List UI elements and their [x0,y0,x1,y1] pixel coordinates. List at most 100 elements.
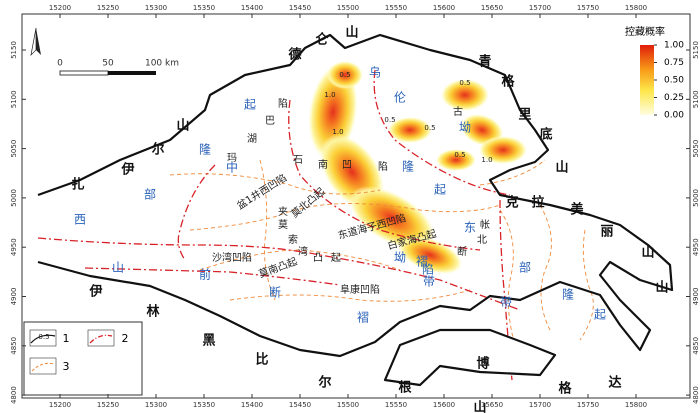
x-tick-label: 15600 [433,4,455,12]
place-label: 南 [318,158,328,171]
structure-label: 东 [464,221,476,235]
x-tick-label: 15550 [385,401,407,409]
x-tick-label: 15450 [289,4,311,12]
scale-segment [108,71,156,75]
y-tick-label: 5050 [692,140,700,158]
outer-label: 山 [176,118,189,134]
structure-label: 坳 [459,121,471,135]
y-tick-label: 5150 [10,41,18,59]
contour-label: 0.5 [459,79,470,87]
heat-blob [348,186,436,250]
place-label: 夹 [278,205,288,218]
scale-label: 0 [57,59,63,69]
outer-label: 山 [345,25,358,41]
structure-label: 起 [594,308,606,322]
probability-surface [308,61,527,275]
contour-label: 0.5 [454,151,465,159]
legend-swatch [29,329,57,347]
colorbar-tick-label: 0.50 [664,76,684,86]
x-tick-label: 15600 [433,401,455,409]
outer-label: 根 [398,380,412,396]
basin-boundary [37,33,674,358]
structure-label: 隆 [402,159,414,174]
colorbar-tick-label: 0.00 [664,111,684,121]
legend-symbol-label: 0.5 [38,333,49,341]
outer-label: 美 [570,202,584,218]
structure-label: 带 [500,296,512,310]
x-tick-label: 15650 [481,4,503,12]
heat-blob [441,79,489,111]
x-tick-label: 15350 [193,401,215,409]
orange-boundary [189,203,501,231]
place-label: 索 [288,233,298,246]
scale-label: 50 [102,59,114,69]
legend-swatch [87,329,115,347]
structure-lines [169,159,594,346]
outer-label: 博 [476,356,489,372]
outer-label: 达 [608,375,621,391]
north-arrow-half [36,28,41,55]
x-tick-label: 15450 [289,401,311,409]
structure-label: 起 [244,98,256,112]
orange-boundary [259,159,276,301]
outer-label: 拉 [531,195,544,211]
place-label: 沙湾凹陷 [212,251,252,264]
scale-label: 100 km [145,59,179,69]
outer-label: 青 [478,54,491,70]
red-boundary [37,237,521,311]
y-tick-label: 5100 [10,90,18,108]
x-tick-label: 15550 [385,4,407,12]
x-tick-label: 15700 [529,4,551,12]
y-tick-label: 4900 [692,288,700,306]
legend-symbol [89,334,113,344]
orange-boundary [169,173,381,195]
heat-blob [436,149,476,171]
legend-swatch [29,357,57,375]
outer-label: 扎 [71,177,84,193]
fault-lines [37,69,521,381]
legend-label: 3 [63,360,70,373]
outer-label: 山 [641,245,654,261]
outer-label: 山 [555,160,568,176]
structure-label: 褶 [357,310,369,325]
outer-label: 比 [255,352,268,368]
place-label: 凸 [313,252,323,264]
contour-label: 1.0 [332,128,343,136]
structure-label: 部 [144,187,156,202]
place-label: 北 [477,234,487,246]
structure-label: 隆 [199,142,211,157]
legend: 0.5 1 2 3 [23,321,143,396]
x-tick-label: 15400 [241,401,263,409]
x-tick-label: 15750 [577,401,599,409]
structure-label: 山 [112,261,124,275]
x-tick-label: 15350 [193,4,215,12]
structure-label: 陷 [422,262,434,277]
outer-label: 里 [518,108,531,123]
structure-label: 起 [434,183,446,197]
red-boundary [84,267,341,286]
y-tick-label: 5150 [692,41,700,59]
place-label: 莫 [278,219,288,231]
x-tick-label: 15800 [625,401,647,409]
scale-segment [59,70,109,76]
legend-symbol [31,362,55,372]
place-label: 陷 [378,160,388,173]
place-label: 石 [293,155,303,166]
place-label: 凹 [342,160,352,171]
x-tick-label: 15250 [97,4,119,12]
x-tick-label: 15800 [625,4,647,12]
legend-symbol [30,334,56,344]
outer-label: 林 [146,304,159,320]
outer-label: 伊 [88,284,102,300]
y-tick-label: 4850 [10,337,18,355]
place-label: 巴 [265,115,275,127]
y-tick-label: 4800 [692,386,700,404]
place-label: 湾 [298,245,308,258]
contour-label: 0.5 [339,71,350,79]
colorbar-tick-label: 1.00 [664,41,684,51]
contour-label: 1.0 [324,91,335,99]
structure-label: 带 [423,275,435,289]
structure-label: 西 [74,213,86,227]
structure-label: 部 [519,260,531,275]
